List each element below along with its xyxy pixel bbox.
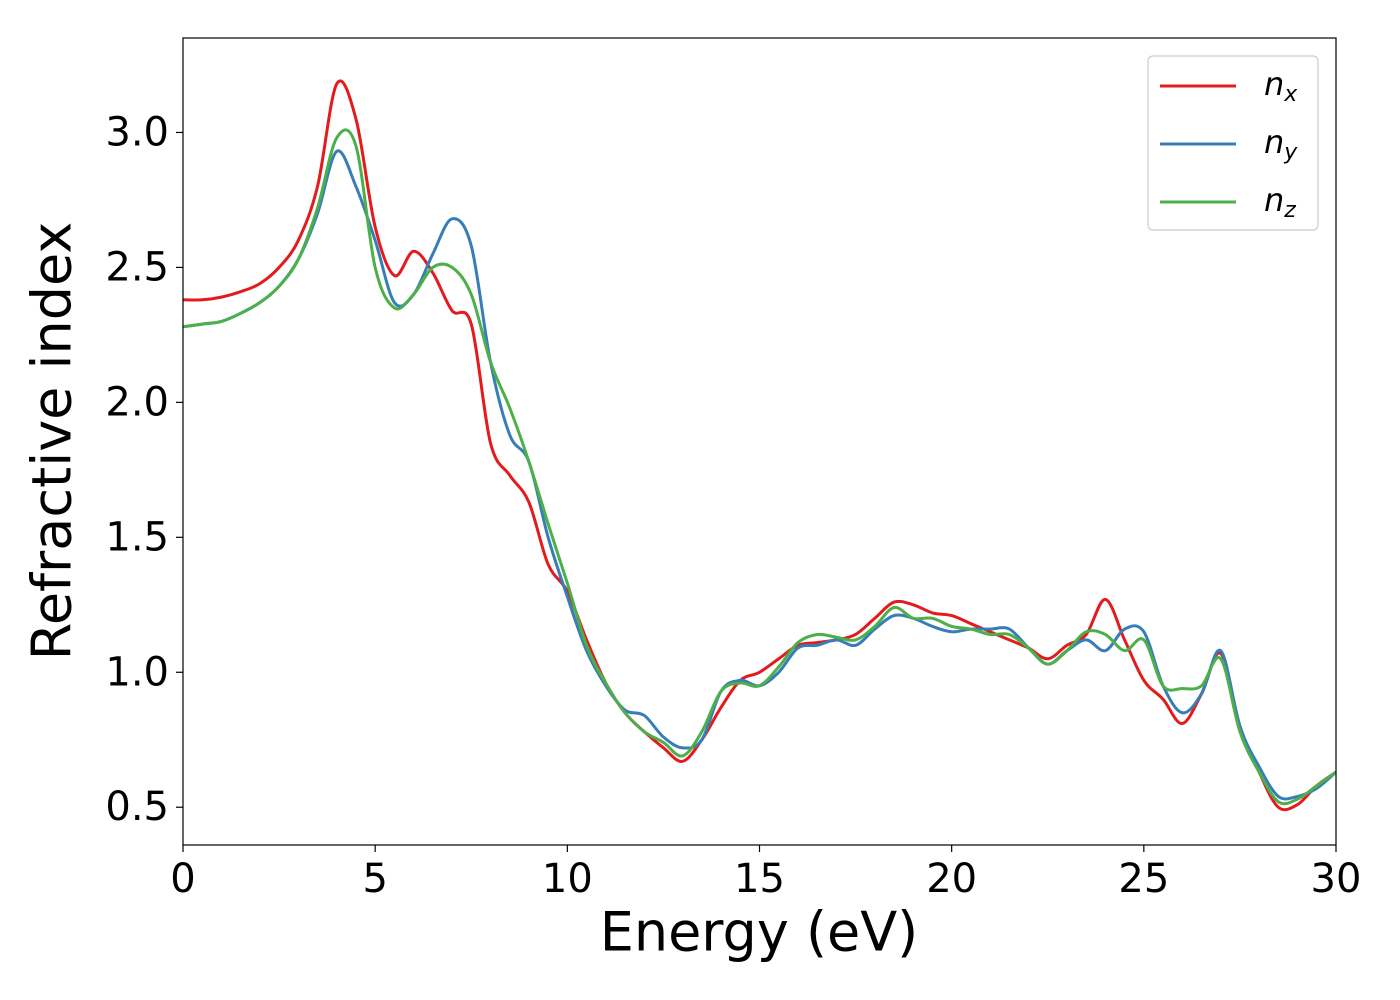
x-tick-label: 10	[542, 856, 593, 902]
y-tick-label: 1.0	[105, 649, 169, 695]
legend-label: nz	[1264, 181, 1296, 223]
y-tick-label: 0.5	[105, 784, 169, 830]
x-tick-label: 30	[1311, 856, 1362, 902]
x-tick-label: 5	[362, 856, 387, 902]
y-tick-label: 2.5	[105, 244, 169, 290]
line-series	[183, 128, 1336, 806]
x-tick-label: 20	[926, 856, 977, 902]
y-tick-label: 1.5	[105, 514, 169, 560]
line-series	[183, 79, 1336, 812]
legend-label: ny	[1264, 123, 1298, 165]
y-tick-label: 3.0	[105, 109, 169, 155]
line-series	[183, 149, 1336, 801]
legend: nx ny nz	[1147, 55, 1319, 231]
legend-label: nx	[1264, 65, 1298, 107]
x-tick-label: 15	[734, 856, 785, 902]
x-axis-label: Energy (eV)	[600, 901, 919, 964]
y-tick-label: 2.0	[105, 379, 169, 425]
x-tick-label: 0	[170, 856, 195, 902]
y-axis-label: Refractive index	[21, 222, 84, 661]
x-tick-label: 25	[1118, 856, 1169, 902]
plot-frame	[182, 37, 1337, 846]
